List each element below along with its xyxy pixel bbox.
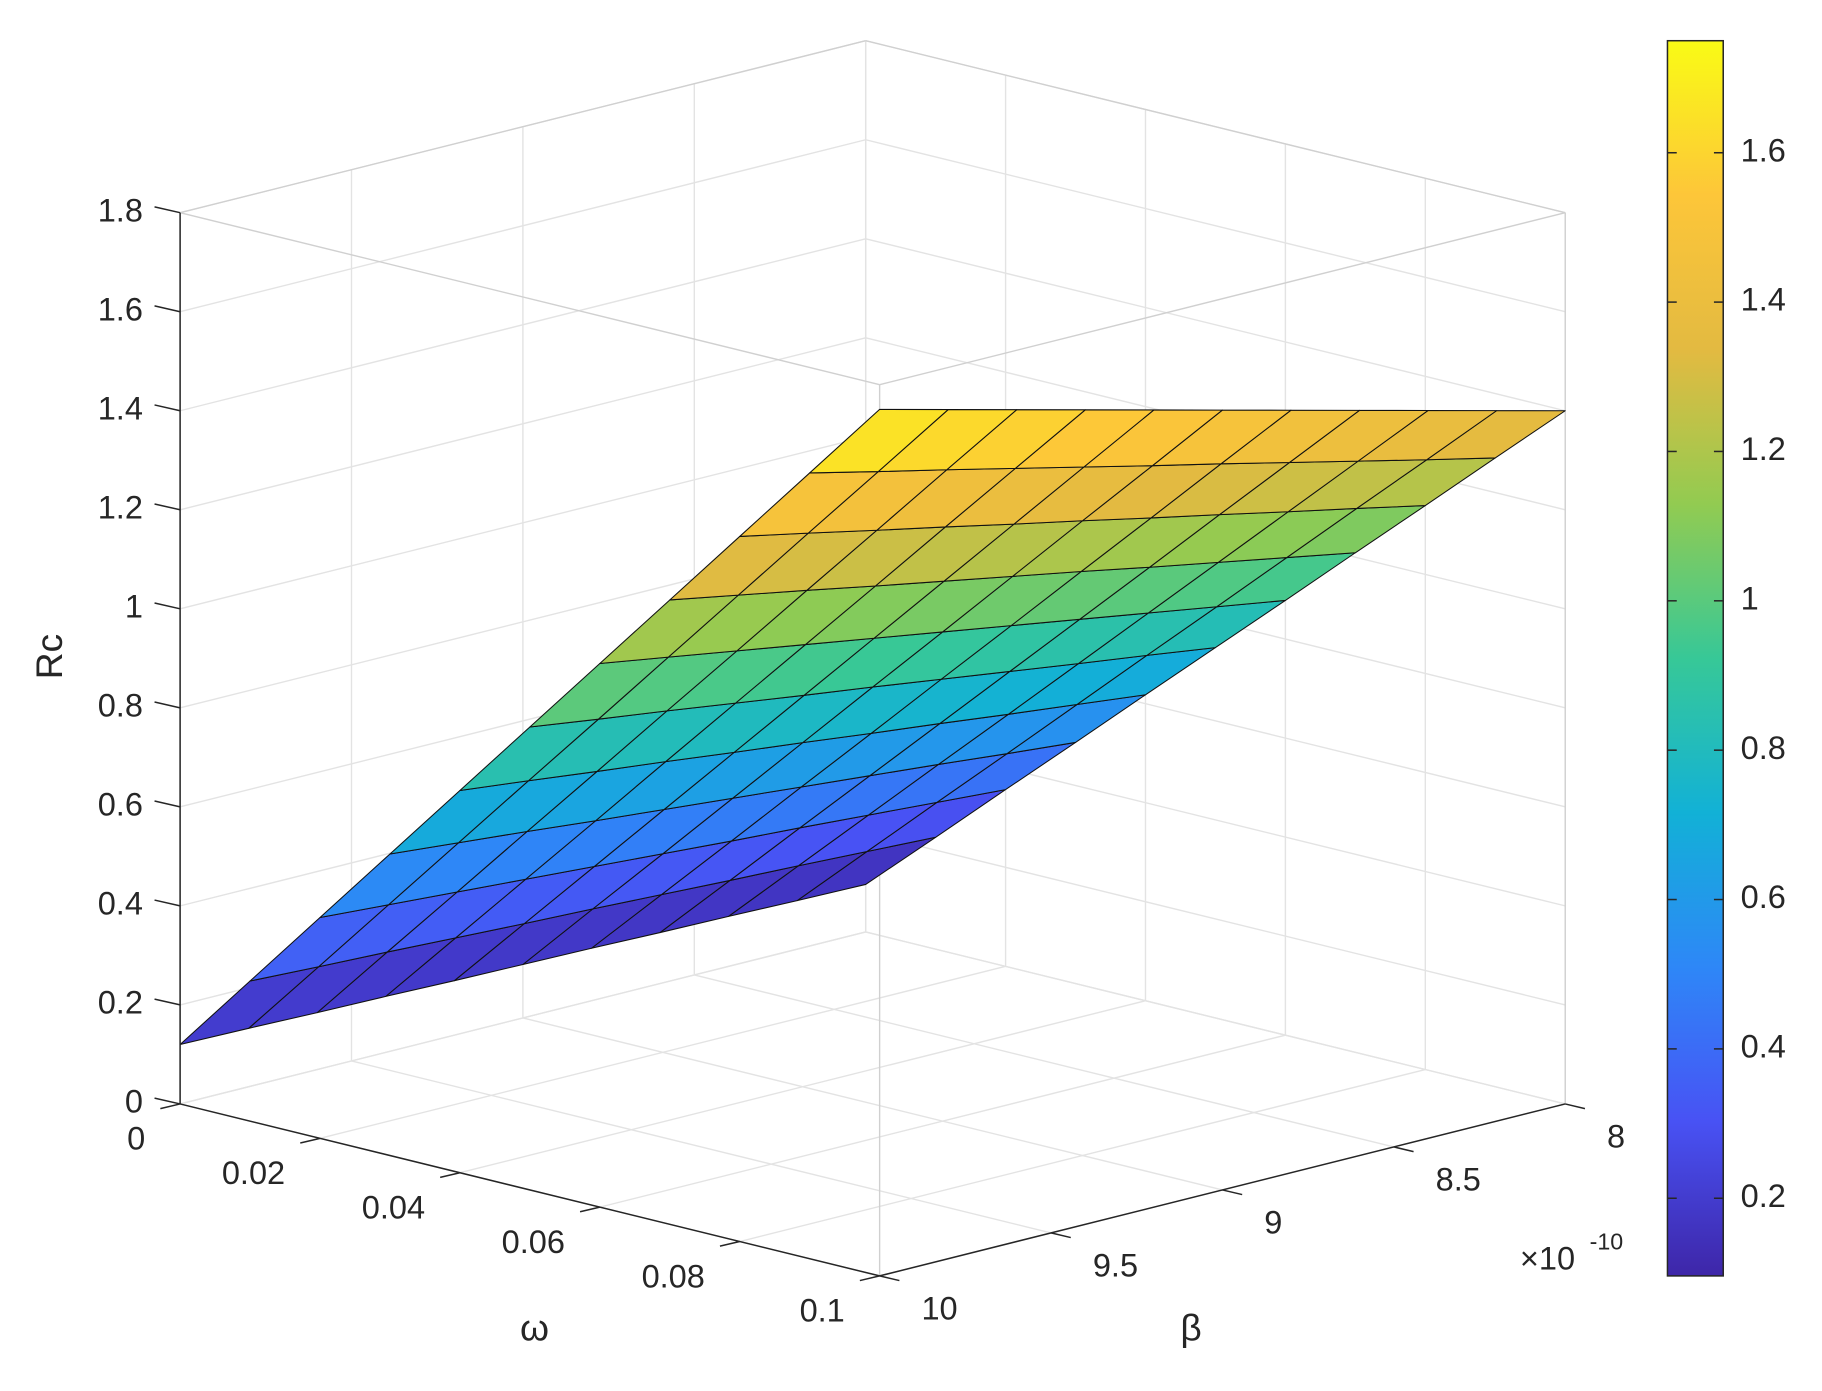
z-tick xyxy=(154,1097,181,1105)
y-exponent-power: -10 xyxy=(1590,1229,1624,1255)
surface-face xyxy=(809,408,949,474)
box-edge xyxy=(879,212,1566,386)
z-tick xyxy=(154,404,181,412)
z-tick-label: 0.6 xyxy=(98,786,143,822)
y-tick-label: 9.5 xyxy=(1093,1247,1138,1283)
y-axis-title: β xyxy=(1180,1306,1201,1348)
colorbar-fill xyxy=(1666,39,1724,1277)
colorbar-tick-label: 0.8 xyxy=(1741,730,1786,766)
colorbar-tick-label: 1.2 xyxy=(1741,431,1786,467)
colorbar-tick-label: 0.2 xyxy=(1741,1178,1786,1214)
y-tick-label: 9 xyxy=(1264,1204,1282,1240)
x-tick xyxy=(719,1240,740,1247)
y-tick xyxy=(879,1275,900,1282)
colorbar-tick-label: 0.6 xyxy=(1741,879,1786,915)
y-tick-label: 8.5 xyxy=(1436,1161,1481,1197)
colorbar-tick-label: 1 xyxy=(1741,580,1759,616)
z-tick-label: 1.8 xyxy=(98,192,143,228)
z-tick-label: 0.2 xyxy=(98,985,143,1021)
surface xyxy=(179,408,1566,1046)
y-tick-label: 8 xyxy=(1607,1118,1625,1154)
z-tick xyxy=(154,800,181,808)
y-tick-label: 10 xyxy=(921,1290,957,1326)
axes-ticks: 0 0.2 0.4 0.6 0.8 1 1.2 1.4 1.6 1.8 0 0.02 0.04 0.06 0… xyxy=(98,192,1625,1328)
x-tick-label: 0.02 xyxy=(222,1155,285,1191)
x-axis-title: ω xyxy=(520,1306,549,1348)
x-tick-label: 0.08 xyxy=(642,1258,705,1294)
x-tick xyxy=(859,1275,880,1282)
z-tick-label: 1.2 xyxy=(98,489,143,525)
z-tick-label: 1 xyxy=(125,588,143,624)
z-tick xyxy=(154,998,181,1006)
z-tick xyxy=(154,701,181,709)
x-tick-label: 0.1 xyxy=(800,1293,845,1329)
z-tick xyxy=(154,305,181,313)
x-axis-line xyxy=(179,1103,880,1277)
box-edge xyxy=(865,40,1566,214)
x-tick xyxy=(439,1171,461,1179)
colorbar: 0.2 0.4 0.6 0.8 1 1.2 1.4 1.6 xyxy=(1666,39,1786,1277)
x-tick xyxy=(160,1103,181,1110)
x-tick xyxy=(579,1206,600,1213)
colorbar-tick-label: 1.4 xyxy=(1741,282,1786,318)
colorbar-tick-label: 0.4 xyxy=(1741,1028,1786,1064)
grid-line xyxy=(865,139,1566,313)
z-tick-label: 0.8 xyxy=(98,687,143,723)
z-tick-label: 0 xyxy=(125,1084,143,1120)
grid-line xyxy=(865,931,1566,1105)
z-tick-label: 0.4 xyxy=(98,885,143,921)
grid-line xyxy=(351,1060,1052,1234)
z-tick-label: 1.4 xyxy=(98,390,143,426)
z-axis-title: Rc xyxy=(28,634,70,679)
z-tick xyxy=(154,602,181,610)
z-tick-label: 1.6 xyxy=(98,291,143,327)
y-tick xyxy=(1222,1189,1243,1196)
y-tick xyxy=(1050,1232,1071,1239)
x-tick xyxy=(300,1137,321,1144)
x-tick-label: 0.04 xyxy=(362,1190,425,1226)
y-exponent-base: ×10 xyxy=(1520,1240,1575,1276)
x-tick-label: 0 xyxy=(127,1121,145,1157)
box-edge xyxy=(179,212,880,386)
x-tick-label: 0.06 xyxy=(502,1224,565,1260)
grid-line xyxy=(522,1017,1223,1191)
z-tick xyxy=(154,503,181,511)
y-tick xyxy=(1565,1103,1586,1110)
z-tick xyxy=(154,206,181,214)
grid-line xyxy=(694,974,1394,1148)
colorbar-tick-label: 1.6 xyxy=(1741,132,1786,168)
z-tick xyxy=(154,899,181,907)
box-edge xyxy=(179,40,866,214)
grid-line xyxy=(865,238,1566,412)
y-tick xyxy=(1393,1146,1414,1153)
grid-line xyxy=(865,832,1566,1006)
